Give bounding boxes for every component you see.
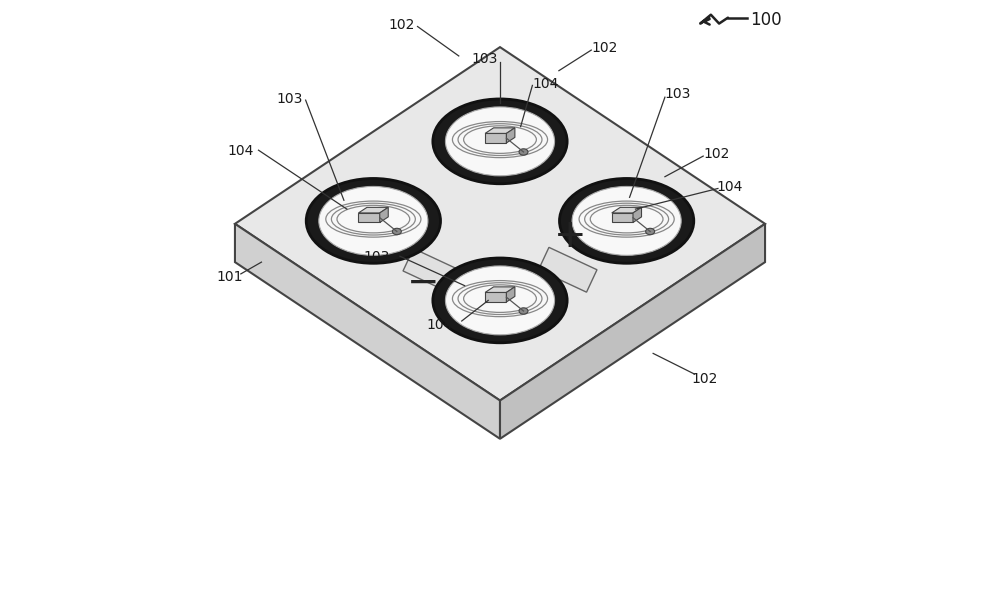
Polygon shape	[358, 207, 388, 213]
Text: +: +	[554, 217, 587, 254]
Ellipse shape	[319, 187, 428, 256]
Polygon shape	[633, 207, 642, 223]
Text: 100: 100	[750, 11, 782, 29]
Polygon shape	[538, 247, 597, 292]
Polygon shape	[380, 207, 388, 223]
Text: 102: 102	[591, 41, 618, 55]
Text: 103: 103	[472, 52, 498, 66]
Text: 103: 103	[363, 250, 390, 264]
Text: 101: 101	[216, 270, 243, 284]
Polygon shape	[506, 128, 515, 143]
Text: 104: 104	[532, 77, 559, 91]
Text: 104: 104	[717, 180, 743, 194]
Text: −: −	[407, 264, 440, 302]
Ellipse shape	[433, 99, 567, 184]
Ellipse shape	[445, 107, 555, 176]
Polygon shape	[485, 293, 506, 302]
Text: 102: 102	[388, 18, 414, 32]
Polygon shape	[500, 224, 765, 439]
Ellipse shape	[433, 258, 567, 343]
Text: 102: 102	[703, 147, 730, 161]
Ellipse shape	[572, 187, 681, 256]
Ellipse shape	[392, 229, 401, 234]
Text: 104: 104	[228, 144, 254, 158]
Ellipse shape	[445, 266, 555, 335]
Polygon shape	[235, 47, 765, 401]
Polygon shape	[358, 213, 380, 223]
Polygon shape	[485, 287, 515, 293]
Ellipse shape	[519, 149, 528, 155]
Polygon shape	[485, 134, 506, 143]
Text: 103: 103	[665, 87, 691, 101]
Ellipse shape	[519, 308, 528, 314]
Text: 104: 104	[426, 318, 453, 332]
Ellipse shape	[559, 178, 694, 263]
Ellipse shape	[306, 178, 441, 263]
Text: 102: 102	[691, 372, 718, 386]
Polygon shape	[506, 287, 515, 302]
Polygon shape	[403, 249, 462, 293]
Text: 103: 103	[276, 92, 303, 106]
Ellipse shape	[646, 229, 655, 234]
Polygon shape	[612, 213, 633, 223]
Polygon shape	[485, 128, 515, 134]
Polygon shape	[612, 207, 642, 213]
Polygon shape	[235, 224, 500, 439]
